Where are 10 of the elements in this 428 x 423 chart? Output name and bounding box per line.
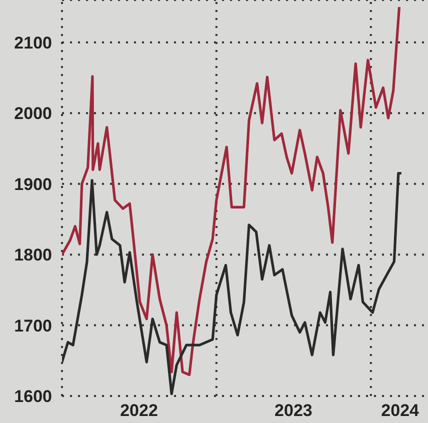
line-series <box>62 6 401 376</box>
y-tick-label: 1900 <box>14 174 52 194</box>
y-tick-label: 1700 <box>14 316 52 336</box>
y-tick-label: 1600 <box>14 387 52 406</box>
x-tick-label: 2022 <box>120 401 158 420</box>
x-tick-label: 2023 <box>274 401 312 420</box>
y-tick-label: 2000 <box>14 104 52 124</box>
y-tick-label: 1800 <box>14 246 52 265</box>
y-tick-label: 2100 <box>14 33 52 52</box>
x-tick-label: 2024 <box>381 401 420 420</box>
